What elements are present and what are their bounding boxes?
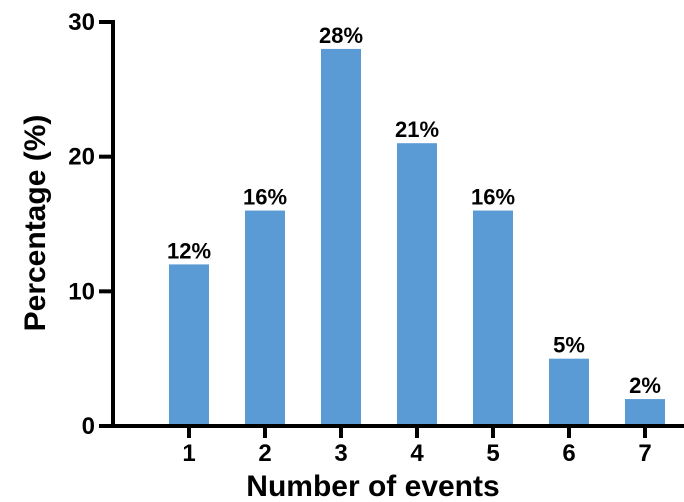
y-tick-label-10: 10 — [68, 278, 95, 305]
x-tick-label-2: 2 — [258, 440, 271, 467]
bars-group — [169, 48, 665, 426]
bar-2 — [245, 210, 285, 426]
x-tick-label-6: 6 — [562, 440, 575, 467]
data-label-3: 28% — [319, 23, 363, 48]
y-tick-label-0: 0 — [82, 413, 95, 440]
bar-6 — [549, 358, 589, 426]
x-tick-label-7: 7 — [638, 440, 651, 467]
data-label-2: 16% — [243, 185, 287, 210]
data-label-5: 16% — [471, 185, 515, 210]
y-tick-label-20: 20 — [68, 144, 95, 171]
bar-1 — [169, 264, 209, 426]
x-ticks-group: 1 2 3 4 5 6 7 — [182, 426, 652, 467]
x-tick-label-1: 1 — [182, 440, 195, 467]
bar-7 — [625, 399, 665, 426]
bar-4 — [397, 143, 437, 426]
data-label-1: 12% — [167, 238, 211, 263]
bar-5 — [473, 210, 513, 426]
data-label-6: 5% — [553, 333, 585, 358]
x-tick-label-4: 4 — [410, 440, 424, 467]
y-tick-label-30: 30 — [68, 9, 95, 36]
data-labels-group: 12% 16% 28% 21% 16% 5% 2% — [167, 23, 661, 398]
data-label-7: 2% — [629, 373, 661, 398]
data-label-4: 21% — [395, 117, 439, 142]
y-axis-title: Percentage (%) — [19, 115, 52, 332]
x-tick-label-3: 3 — [334, 440, 347, 467]
x-axis-title: Number of events — [246, 470, 499, 502]
bar-3 — [321, 48, 361, 426]
x-tick-label-5: 5 — [486, 440, 499, 467]
y-ticks-group: 0 10 20 30 — [68, 9, 113, 440]
